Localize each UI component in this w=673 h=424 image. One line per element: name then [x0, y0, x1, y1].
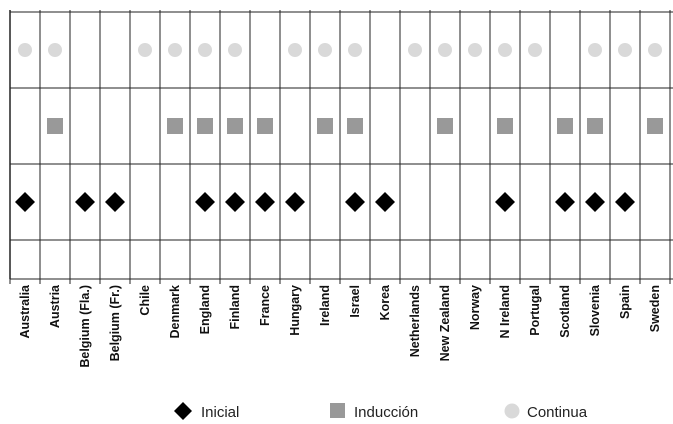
circle-finland [228, 43, 242, 57]
x-tick-austria: Austria [48, 284, 62, 328]
x-tick-labels: Australia Austria Belgium (Fla.) Belgium (F… [18, 284, 662, 368]
circle-n-ireland [498, 43, 512, 57]
x-tick-new-zealand: New Zealand [438, 285, 452, 361]
circle-sweden [648, 43, 662, 57]
x-tick-spain: Spain [618, 285, 632, 319]
legend-item-inicial: Inicial [174, 402, 239, 421]
x-tick-slovenia: Slovenia [588, 284, 602, 336]
circle-israel [348, 43, 362, 57]
circle-england [198, 43, 212, 57]
legend-label-inicial: Inicial [201, 404, 239, 421]
grid [9, 10, 673, 284]
legend: Inicial Inducción Continua [174, 402, 588, 421]
x-tick-scotland: Scotland [558, 285, 572, 338]
square-france [257, 118, 273, 134]
circle-spain [618, 43, 632, 57]
square-slovenia [587, 118, 603, 134]
x-tick-belgium-fla: Belgium (Fla.) [78, 285, 92, 368]
circle-norway [468, 43, 482, 57]
circle-netherlands [408, 43, 422, 57]
legend-circle-icon [504, 403, 520, 419]
x-tick-chile: Chile [138, 285, 152, 316]
square-finland [227, 118, 243, 134]
legend-square-icon [330, 403, 345, 418]
diamond-slovenia [585, 192, 605, 212]
square-sweden [647, 118, 663, 134]
x-tick-australia: Australia [18, 284, 32, 339]
diamond-spain [615, 192, 635, 212]
circle-new-zealand [438, 43, 452, 57]
x-tick-denmark: Denmark [168, 285, 182, 339]
marks [15, 43, 663, 212]
diamond-scotland [555, 192, 575, 212]
x-tick-sweden: Sweden [648, 285, 662, 332]
x-tick-hungary: Hungary [288, 285, 302, 336]
x-tick-n-ireland: N Ireland [498, 285, 512, 339]
square-scotland [557, 118, 573, 134]
legend-label-induccion: Inducción [354, 404, 418, 421]
circle-denmark [168, 43, 182, 57]
legend-diamond-icon [174, 402, 192, 420]
square-ireland [317, 118, 333, 134]
square-england [197, 118, 213, 134]
diamond-belgium-fr [105, 192, 125, 212]
x-tick-portugal: Portugal [528, 285, 542, 336]
circle-slovenia [588, 43, 602, 57]
diamond-finland [225, 192, 245, 212]
legend-item-continua: Continua [504, 403, 588, 421]
legend-item-induccion: Inducción [330, 403, 418, 421]
x-tick-england: England [198, 285, 212, 334]
x-tick-ireland: Ireland [318, 285, 332, 326]
diamond-hungary [285, 192, 305, 212]
x-tick-finland: Finland [228, 285, 242, 329]
circle-chile [138, 43, 152, 57]
square-denmark [167, 118, 183, 134]
x-tick-norway: Norway [468, 285, 482, 330]
diamond-france [255, 192, 275, 212]
x-tick-israel: Israel [348, 285, 362, 318]
circle-australia [18, 43, 32, 57]
legend-label-continua: Continua [527, 404, 588, 421]
diamond-n-ireland [495, 192, 515, 212]
square-austria [47, 118, 63, 134]
x-tick-france: France [258, 285, 272, 326]
x-tick-belgium-fr: Belgium (Fr.) [108, 285, 122, 361]
circle-portugal [528, 43, 542, 57]
diamond-belgium-fla [75, 192, 95, 212]
square-new-zealand [437, 118, 453, 134]
diamond-korea [375, 192, 395, 212]
diamond-australia [15, 192, 35, 212]
circle-austria [48, 43, 62, 57]
x-tick-korea: Korea [378, 284, 392, 320]
circle-ireland [318, 43, 332, 57]
circle-hungary [288, 43, 302, 57]
diamond-israel [345, 192, 365, 212]
square-n-ireland [497, 118, 513, 134]
diamond-england [195, 192, 215, 212]
square-israel [347, 118, 363, 134]
x-tick-netherlands: Netherlands [408, 285, 422, 357]
